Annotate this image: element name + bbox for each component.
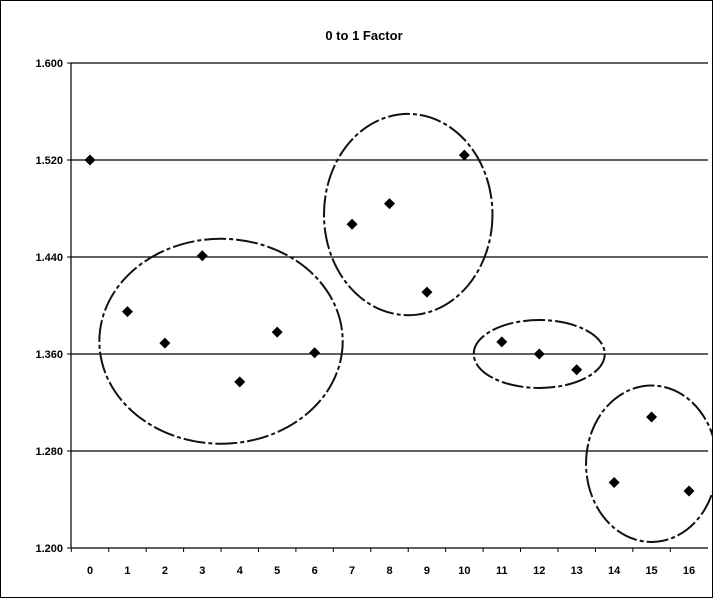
- group-ellipse: [322, 112, 494, 317]
- data-point: [496, 336, 508, 348]
- data-point: [196, 250, 208, 262]
- x-tick-label: 1: [124, 565, 130, 577]
- x-tick-label: 11: [496, 565, 508, 577]
- y-tick-label: 1.440: [35, 252, 63, 264]
- data-point: [608, 477, 620, 489]
- y-tick-label: 1.520: [35, 155, 63, 167]
- axes: [67, 62, 708, 552]
- data-point: [159, 337, 171, 349]
- group-ellipse: [98, 237, 344, 445]
- data-point: [346, 218, 358, 230]
- y-tick-labels: 1.200 1.280 1.360 1.440 1.520 1.600: [35, 58, 63, 555]
- y-tick-label: 1.200: [35, 543, 63, 555]
- x-tick-label: 9: [424, 565, 430, 577]
- y-tick-label: 1.600: [35, 58, 63, 70]
- x-tick-label: 13: [571, 565, 583, 577]
- data-point: [309, 347, 321, 359]
- group-ellipses: [98, 112, 713, 543]
- data-point: [84, 154, 96, 166]
- x-tick-label: 14: [608, 565, 621, 577]
- data-point: [121, 306, 133, 318]
- data-points: [84, 149, 695, 497]
- y-tick-label: 1.360: [35, 349, 63, 361]
- group-ellipse: [472, 319, 606, 389]
- data-point: [571, 364, 583, 376]
- x-tick-label: 5: [274, 565, 280, 577]
- data-point: [683, 485, 695, 497]
- x-tick-label: 7: [349, 565, 355, 577]
- data-point: [421, 286, 433, 298]
- data-point: [533, 348, 545, 360]
- data-point: [234, 376, 246, 388]
- group-ellipse: [585, 384, 713, 543]
- data-point: [646, 411, 658, 423]
- x-tick-label: 3: [199, 565, 205, 577]
- data-point: [271, 326, 283, 338]
- x-tick-label: 16: [683, 565, 695, 577]
- data-point: [458, 149, 470, 161]
- y-tick-label: 1.280: [35, 446, 63, 458]
- x-tick-label: 4: [237, 565, 244, 577]
- x-tick-label: 10: [458, 565, 470, 577]
- data-point: [384, 198, 395, 210]
- gridlines: [71, 62, 708, 452]
- x-tick-label: 8: [386, 565, 392, 577]
- x-tick-label: 6: [312, 565, 318, 577]
- x-tick-label: 2: [162, 565, 168, 577]
- x-tick-labels: 0 1 2 3 4 5 6 7 8 9 10 11 12 13 14 15 16: [87, 565, 695, 577]
- chart-title: 0 to 1 Factor: [325, 28, 402, 43]
- x-tick-label: 12: [533, 565, 545, 577]
- x-tick-label: 15: [645, 565, 657, 577]
- x-tick-label: 0: [87, 565, 93, 577]
